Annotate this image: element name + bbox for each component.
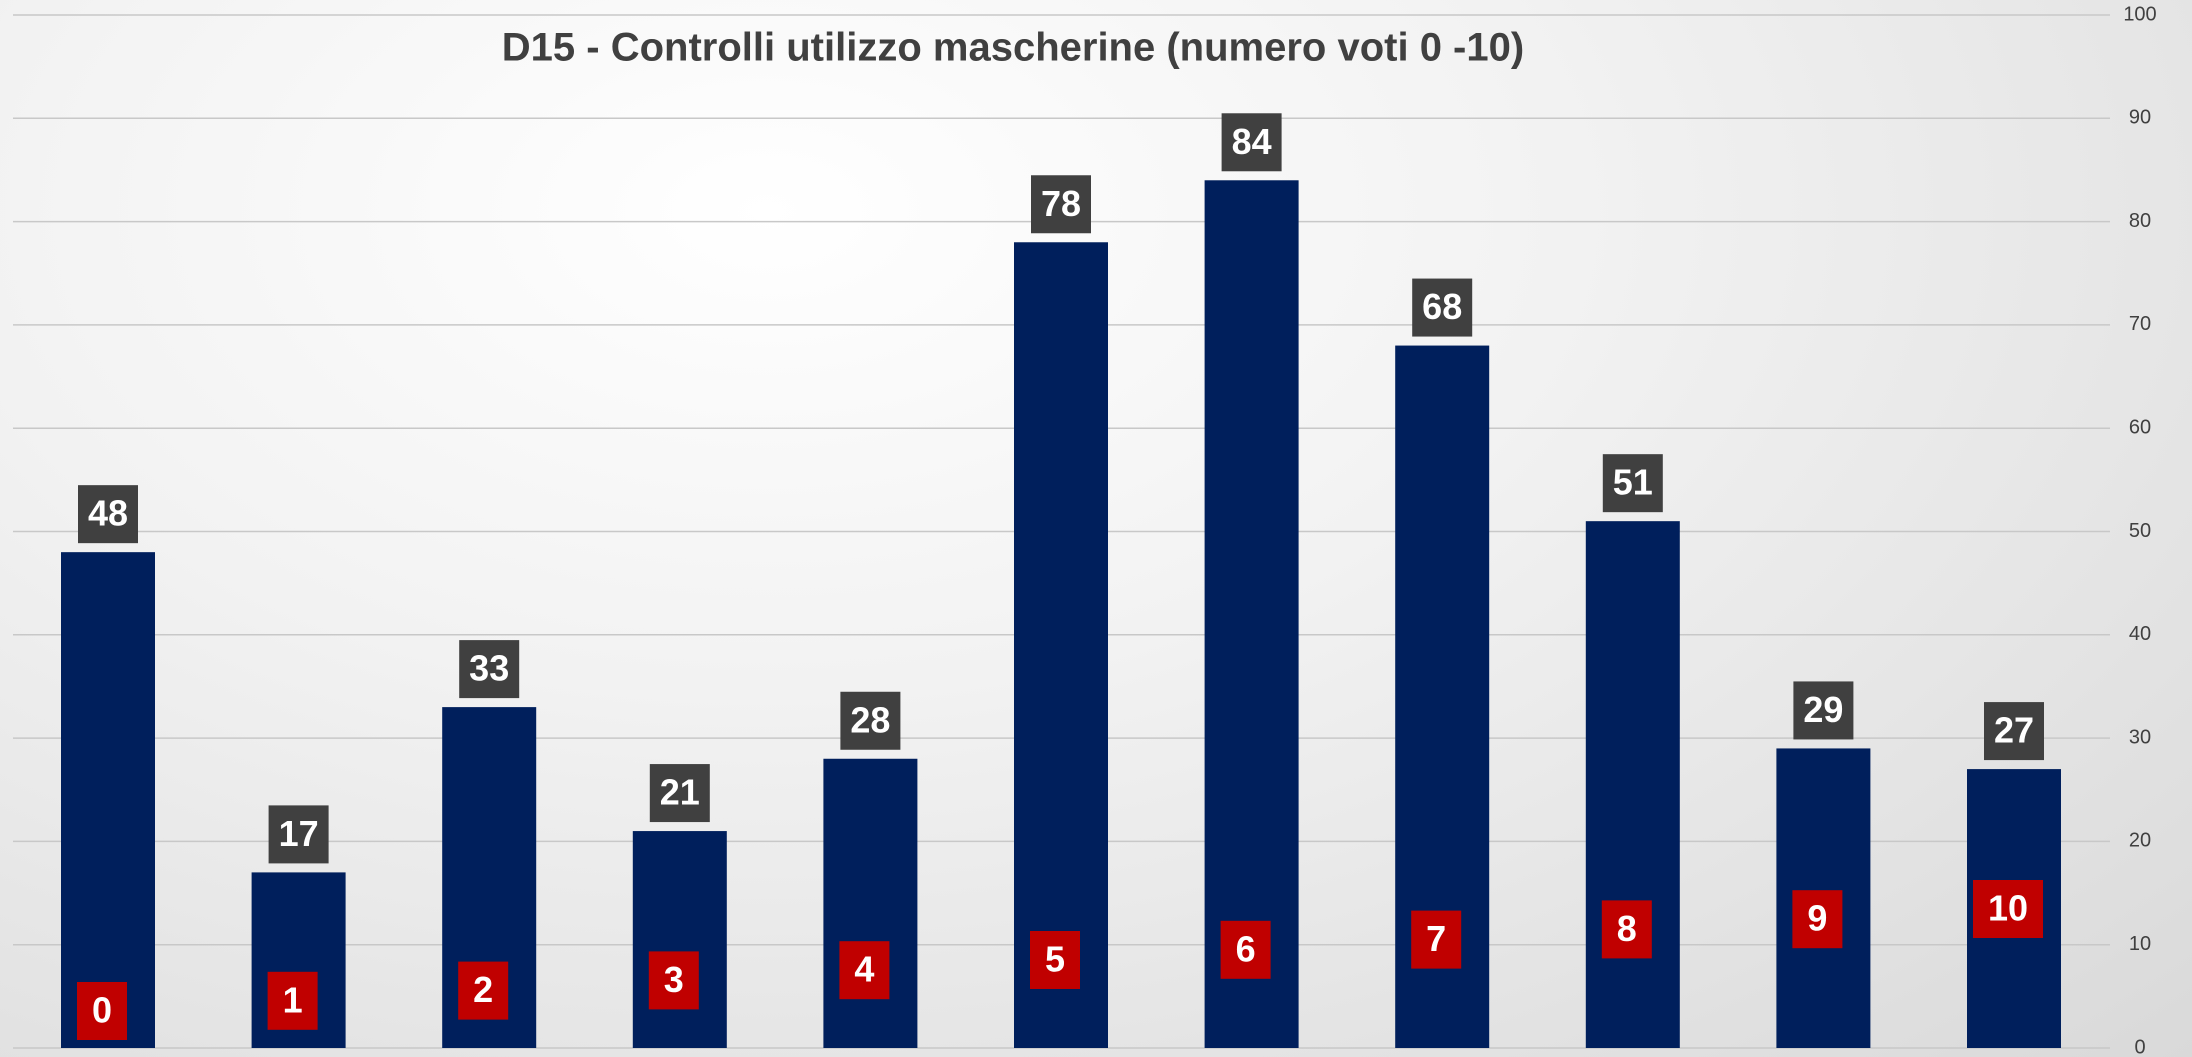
category-label-box (458, 961, 509, 1020)
category-label-box (77, 982, 127, 1040)
x-tick-label: 7 (1426, 918, 1446, 959)
y-tick-label: 50 (2129, 520, 2151, 542)
value-label-box (1412, 278, 1473, 337)
y-tick-label: 0 (2134, 1036, 2145, 1057)
bar (1585, 521, 1680, 1048)
y-tick-label: 30 (2129, 726, 2151, 748)
category-label-box (267, 971, 318, 1030)
chart-title: D15 - Controlli utilizzo mascherine (num… (502, 26, 1524, 70)
value-label-box (78, 485, 138, 544)
value-label-box (649, 764, 710, 823)
category-label-box (1973, 880, 2043, 938)
x-tick-label: 6 (1236, 928, 1256, 969)
category-label-box (1411, 910, 1462, 969)
value-label: 29 (1803, 689, 1843, 730)
category-label-box (1792, 890, 1843, 949)
value-label-box (1984, 702, 2044, 761)
x-tick-label: 3 (664, 959, 684, 1000)
x-tick-label: 4 (854, 949, 874, 990)
value-label-box (1031, 175, 1091, 234)
y-tick-label: 10 (2129, 933, 2151, 955)
y-tick-label: 100 (2123, 3, 2156, 25)
value-label-box (1602, 454, 1663, 513)
value-label: 48 (88, 493, 128, 534)
x-tick-label: 1 (283, 979, 303, 1020)
value-label: 21 (660, 772, 700, 813)
bar (632, 831, 727, 1048)
x-tick-label: 9 (1807, 898, 1827, 939)
bar (61, 552, 155, 1048)
category-label-box (1220, 920, 1271, 979)
x-tick-label: 0 (92, 990, 112, 1031)
x-tick-label: 5 (1045, 939, 1065, 980)
bar (1014, 242, 1108, 1048)
x-tick-label: 2 (473, 969, 493, 1010)
x-tick-label: 10 (1988, 888, 2028, 929)
category-label-box (648, 951, 699, 1010)
value-label: 68 (1422, 286, 1462, 327)
value-label-box (459, 640, 520, 699)
value-label: 78 (1041, 183, 1081, 224)
category-label-box (1030, 931, 1080, 989)
value-label: 33 (469, 648, 509, 689)
bar (823, 758, 918, 1048)
value-label: 51 (1613, 462, 1653, 503)
value-label: 84 (1232, 121, 1272, 162)
value-label: 17 (279, 813, 319, 854)
y-tick-label: 20 (2129, 830, 2151, 852)
value-label: 28 (850, 699, 890, 740)
y-tick-label: 60 (2129, 416, 2151, 438)
value-label: 27 (1994, 710, 2034, 751)
value-label-box (1793, 681, 1854, 740)
value-label-box (1221, 113, 1282, 172)
x-tick-label: 8 (1617, 908, 1637, 949)
value-label-box (840, 691, 901, 750)
y-tick-label: 90 (2129, 107, 2151, 129)
value-label-box (268, 805, 329, 864)
category-label-box (1601, 900, 1652, 959)
y-tick-label: 40 (2129, 623, 2151, 645)
bar (1204, 180, 1299, 1048)
y-tick-label: 80 (2129, 210, 2151, 232)
y-tick-label: 70 (2129, 313, 2151, 335)
category-label-box (839, 941, 890, 1000)
